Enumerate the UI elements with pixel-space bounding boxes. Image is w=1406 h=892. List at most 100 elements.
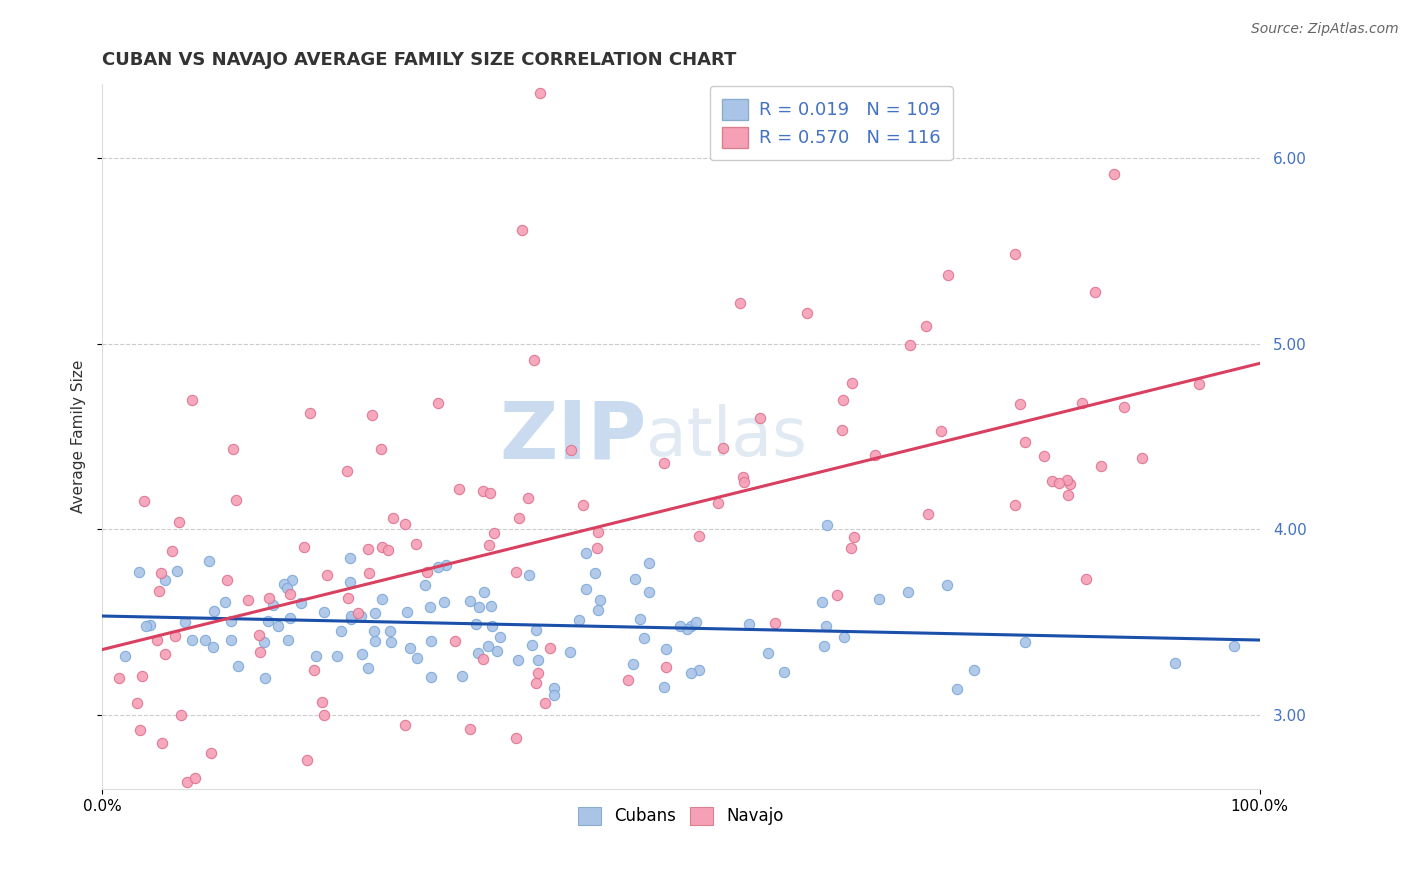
Point [416,566,439,580]
Point [449,482,471,496]
Point [1112,400,1135,414]
Point [451,669,474,683]
Point [370,442,392,456]
Point [315,568,337,582]
Point [524,624,547,638]
Point [688,663,710,677]
Point [915,319,938,334]
Point [167,516,190,530]
Point [360,408,382,422]
Point [108,672,131,686]
Point [290,596,312,610]
Point [217,573,239,587]
Point [1010,397,1032,411]
Point [340,612,363,626]
Point [482,525,505,540]
Y-axis label: Average Family Size: Average Family Size [72,360,86,514]
Point [813,639,835,653]
Point [763,616,786,631]
Point [1164,656,1187,670]
Point [226,659,249,673]
Point [399,641,422,656]
Point [305,649,328,664]
Point [488,630,510,644]
Point [219,632,242,647]
Point [1102,167,1125,181]
Point [1071,396,1094,410]
Point [575,582,598,596]
Point [150,566,173,580]
Point [1047,476,1070,491]
Point [1014,434,1036,449]
Point [394,718,416,732]
Point [363,606,385,620]
Point [538,640,561,655]
Point [304,664,326,678]
Point [468,599,491,614]
Point [831,393,853,408]
Point [364,633,387,648]
Point [128,565,150,579]
Text: atlas: atlas [647,404,807,470]
Text: ZIP: ZIP [499,398,647,475]
Point [405,651,427,665]
Point [357,566,380,580]
Point [510,223,533,237]
Point [863,448,886,462]
Point [945,681,967,696]
Point [1057,488,1080,502]
Point [731,470,754,484]
Point [737,617,759,632]
Point [522,353,544,368]
Point [526,665,548,680]
Point [1056,474,1078,488]
Point [326,649,349,664]
Point [654,641,676,656]
Point [378,624,401,639]
Point [481,619,503,633]
Point [527,653,550,667]
Point [832,630,855,644]
Point [543,681,565,695]
Point [669,619,692,633]
Point [146,632,169,647]
Point [184,771,207,785]
Point [506,653,529,667]
Point [363,624,385,639]
Point [371,591,394,606]
Point [1074,573,1097,587]
Point [479,599,502,614]
Point [405,537,427,551]
Legend: Cubans, Navajo: Cubans, Navajo [569,798,792,834]
Point [588,603,610,617]
Point [568,613,591,627]
Point [1040,475,1063,489]
Point [413,578,436,592]
Point [160,544,183,558]
Point [458,722,481,736]
Point [339,550,361,565]
Point [543,688,565,702]
Point [796,305,818,319]
Point [1130,450,1153,465]
Point [132,493,155,508]
Point [444,634,467,648]
Point [734,475,756,490]
Point [479,486,502,500]
Point [621,657,644,671]
Point [176,775,198,789]
Point [214,595,236,609]
Point [298,801,321,815]
Point [685,615,707,629]
Point [377,543,399,558]
Point [194,633,217,648]
Point [129,723,152,737]
Point [505,565,527,579]
Point [1090,459,1112,474]
Point [165,629,187,643]
Point [382,511,405,525]
Point [202,604,225,618]
Point [841,376,863,391]
Point [1084,285,1107,299]
Point [256,614,278,628]
